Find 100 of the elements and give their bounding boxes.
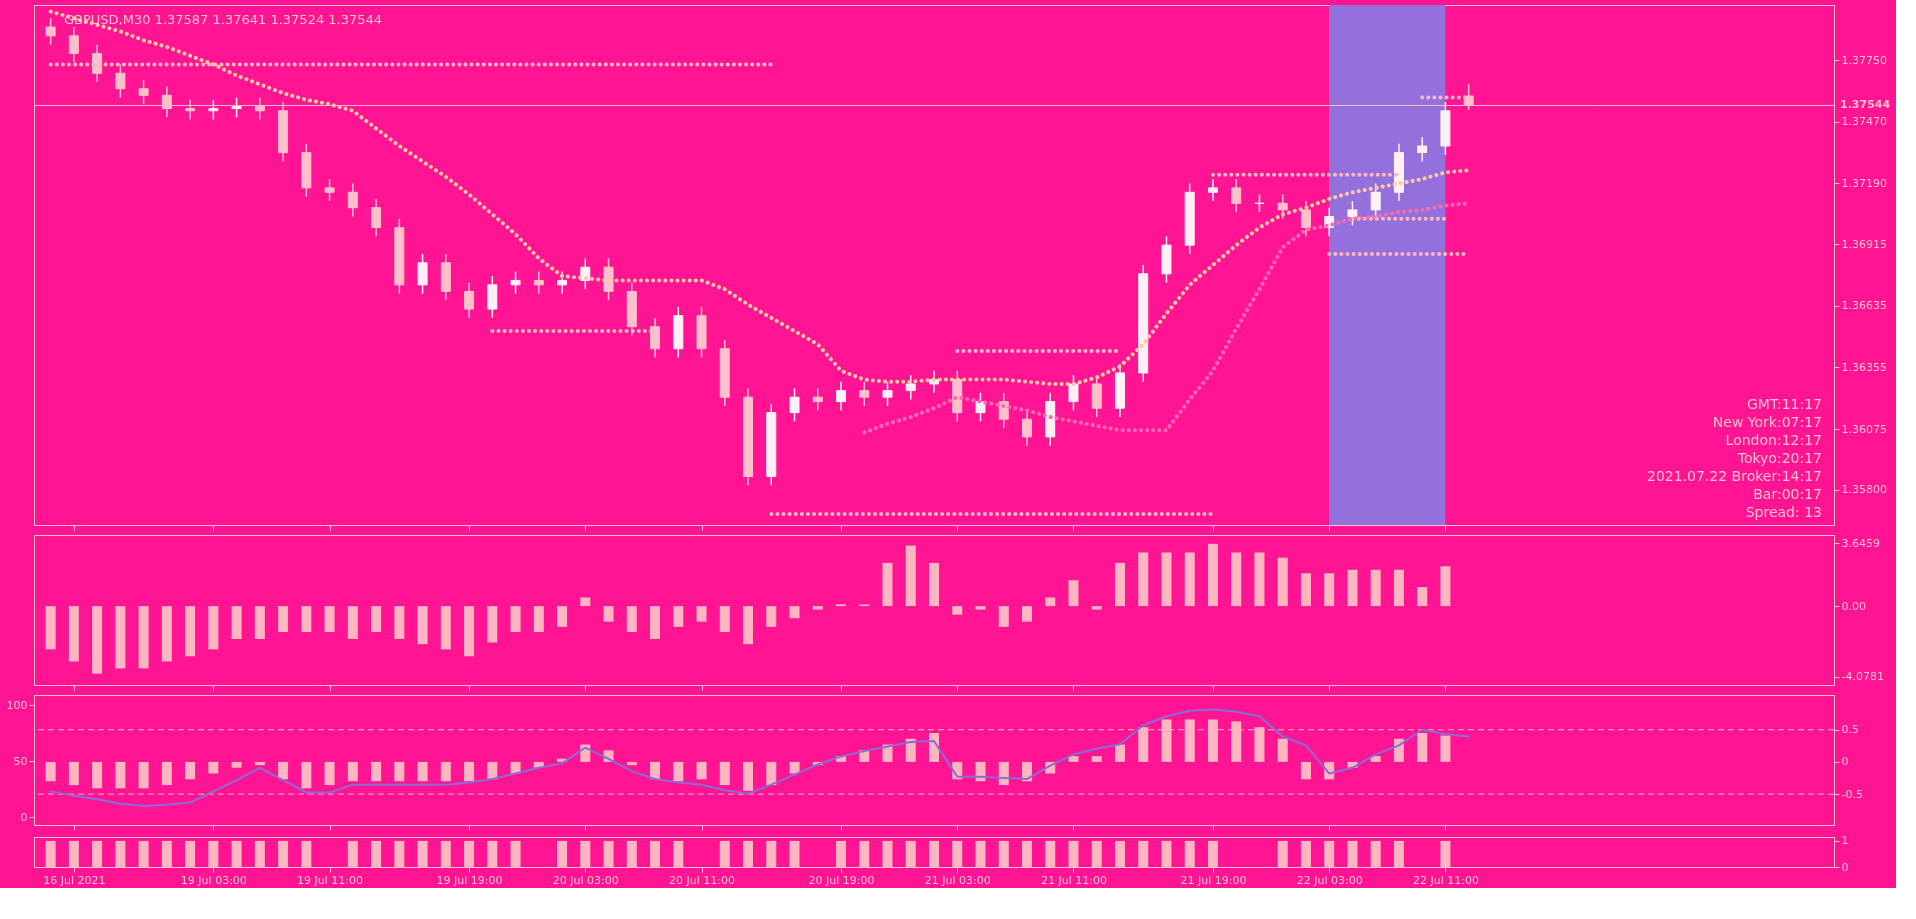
bar [533,606,544,633]
candlestick [905,374,916,401]
bar [417,606,428,645]
bar [115,761,126,789]
bar [1370,569,1381,607]
bar [1114,744,1125,762]
bar [45,761,56,782]
x-tick-label: 19 Jul 03:00 [180,873,247,887]
bar [45,606,56,650]
bar [68,606,79,662]
y-tick-label: 0 [1841,755,1849,769]
bar [254,606,265,639]
bar [371,606,382,633]
bar [650,761,661,780]
bar [905,738,916,762]
x-tick-label: 22 Jul 11:00 [1412,873,1479,887]
bar [92,606,103,674]
annotation: GMT:11:17 [1746,396,1822,413]
x-tick-label: 21 Jul 03:00 [924,873,991,887]
y-tick-label: 0.00 [1841,599,1866,613]
bar [417,761,428,782]
bar [1277,738,1288,762]
bar [464,606,475,657]
candlestick [45,17,56,46]
bar [1300,573,1311,607]
bar [1114,562,1125,607]
bar [1068,756,1079,762]
bar [1045,597,1056,607]
x-tick-label: 19 Jul 19:00 [436,873,503,887]
bar [231,761,242,768]
bar [1393,569,1404,607]
bar [1091,606,1102,610]
bar [1440,735,1451,762]
bar [580,597,591,607]
bar [1370,756,1381,762]
bar [301,606,312,633]
bar [1417,732,1428,762]
candlestick [208,99,219,121]
annotation: London:12:17 [1725,432,1822,449]
y-tick-label: 1.35800 [1841,483,1887,497]
x-tick-label: 22 Jul 03:00 [1296,873,1363,887]
bar [161,761,172,786]
bar [1161,552,1172,607]
bar [510,606,521,633]
candlestick [1417,136,1428,163]
bar [208,761,219,774]
bar [1417,587,1428,607]
bar [487,606,498,643]
bar [1324,573,1335,607]
bar [92,761,103,789]
bar [440,606,451,650]
bar [929,732,939,762]
y-tick-label: 1.37190 [1841,176,1887,190]
x-tick-label: 20 Jul 03:00 [552,873,619,887]
y2-tick-label: 50 [13,754,28,768]
bar [1068,580,1079,607]
bar [138,761,149,789]
candlestick [464,281,475,319]
bar [185,606,196,657]
bar [696,761,707,780]
candlestick [812,387,823,412]
bar [394,761,405,782]
candlestick [510,270,521,295]
ref-line-label: 1.37544 [1840,98,1891,112]
annotation: Spread: 13 [1745,504,1822,521]
bar [115,606,126,669]
y-tick-label: 0 [1841,860,1849,874]
bar [626,761,637,766]
candlestick [417,253,428,295]
bar [208,606,219,650]
x-tick-label: 16 Jul 2021 [43,873,106,887]
bar [1231,552,1242,607]
bar [882,562,893,607]
candlestick [557,270,568,295]
bar [626,606,637,633]
bar [347,761,358,782]
y-tick-label: 1.37470 [1841,115,1887,129]
x-tick-label: 20 Jul 19:00 [808,873,875,887]
bar [743,606,754,645]
x-tick-label: 19 Jul 11:00 [297,873,364,887]
bar [650,606,661,639]
candlestick [975,392,986,423]
bar [1300,761,1311,780]
bar [557,606,568,627]
candlestick [1021,409,1032,447]
y-tick-label: -4.0781 [1841,670,1884,684]
candlestick [1277,193,1288,220]
candlestick [533,270,544,295]
candlestick [1347,200,1358,227]
bar [138,606,149,669]
bar [603,606,614,622]
y2-tick-label: 100 [6,698,28,712]
bar [324,606,335,633]
candlestick [859,381,870,407]
x-tick-label: 21 Jul 19:00 [1180,873,1247,887]
bar [440,761,451,782]
bar [254,761,265,766]
y-tick-label: 1.36355 [1841,360,1887,374]
candlestick [1300,200,1311,238]
candlestick [324,178,335,202]
